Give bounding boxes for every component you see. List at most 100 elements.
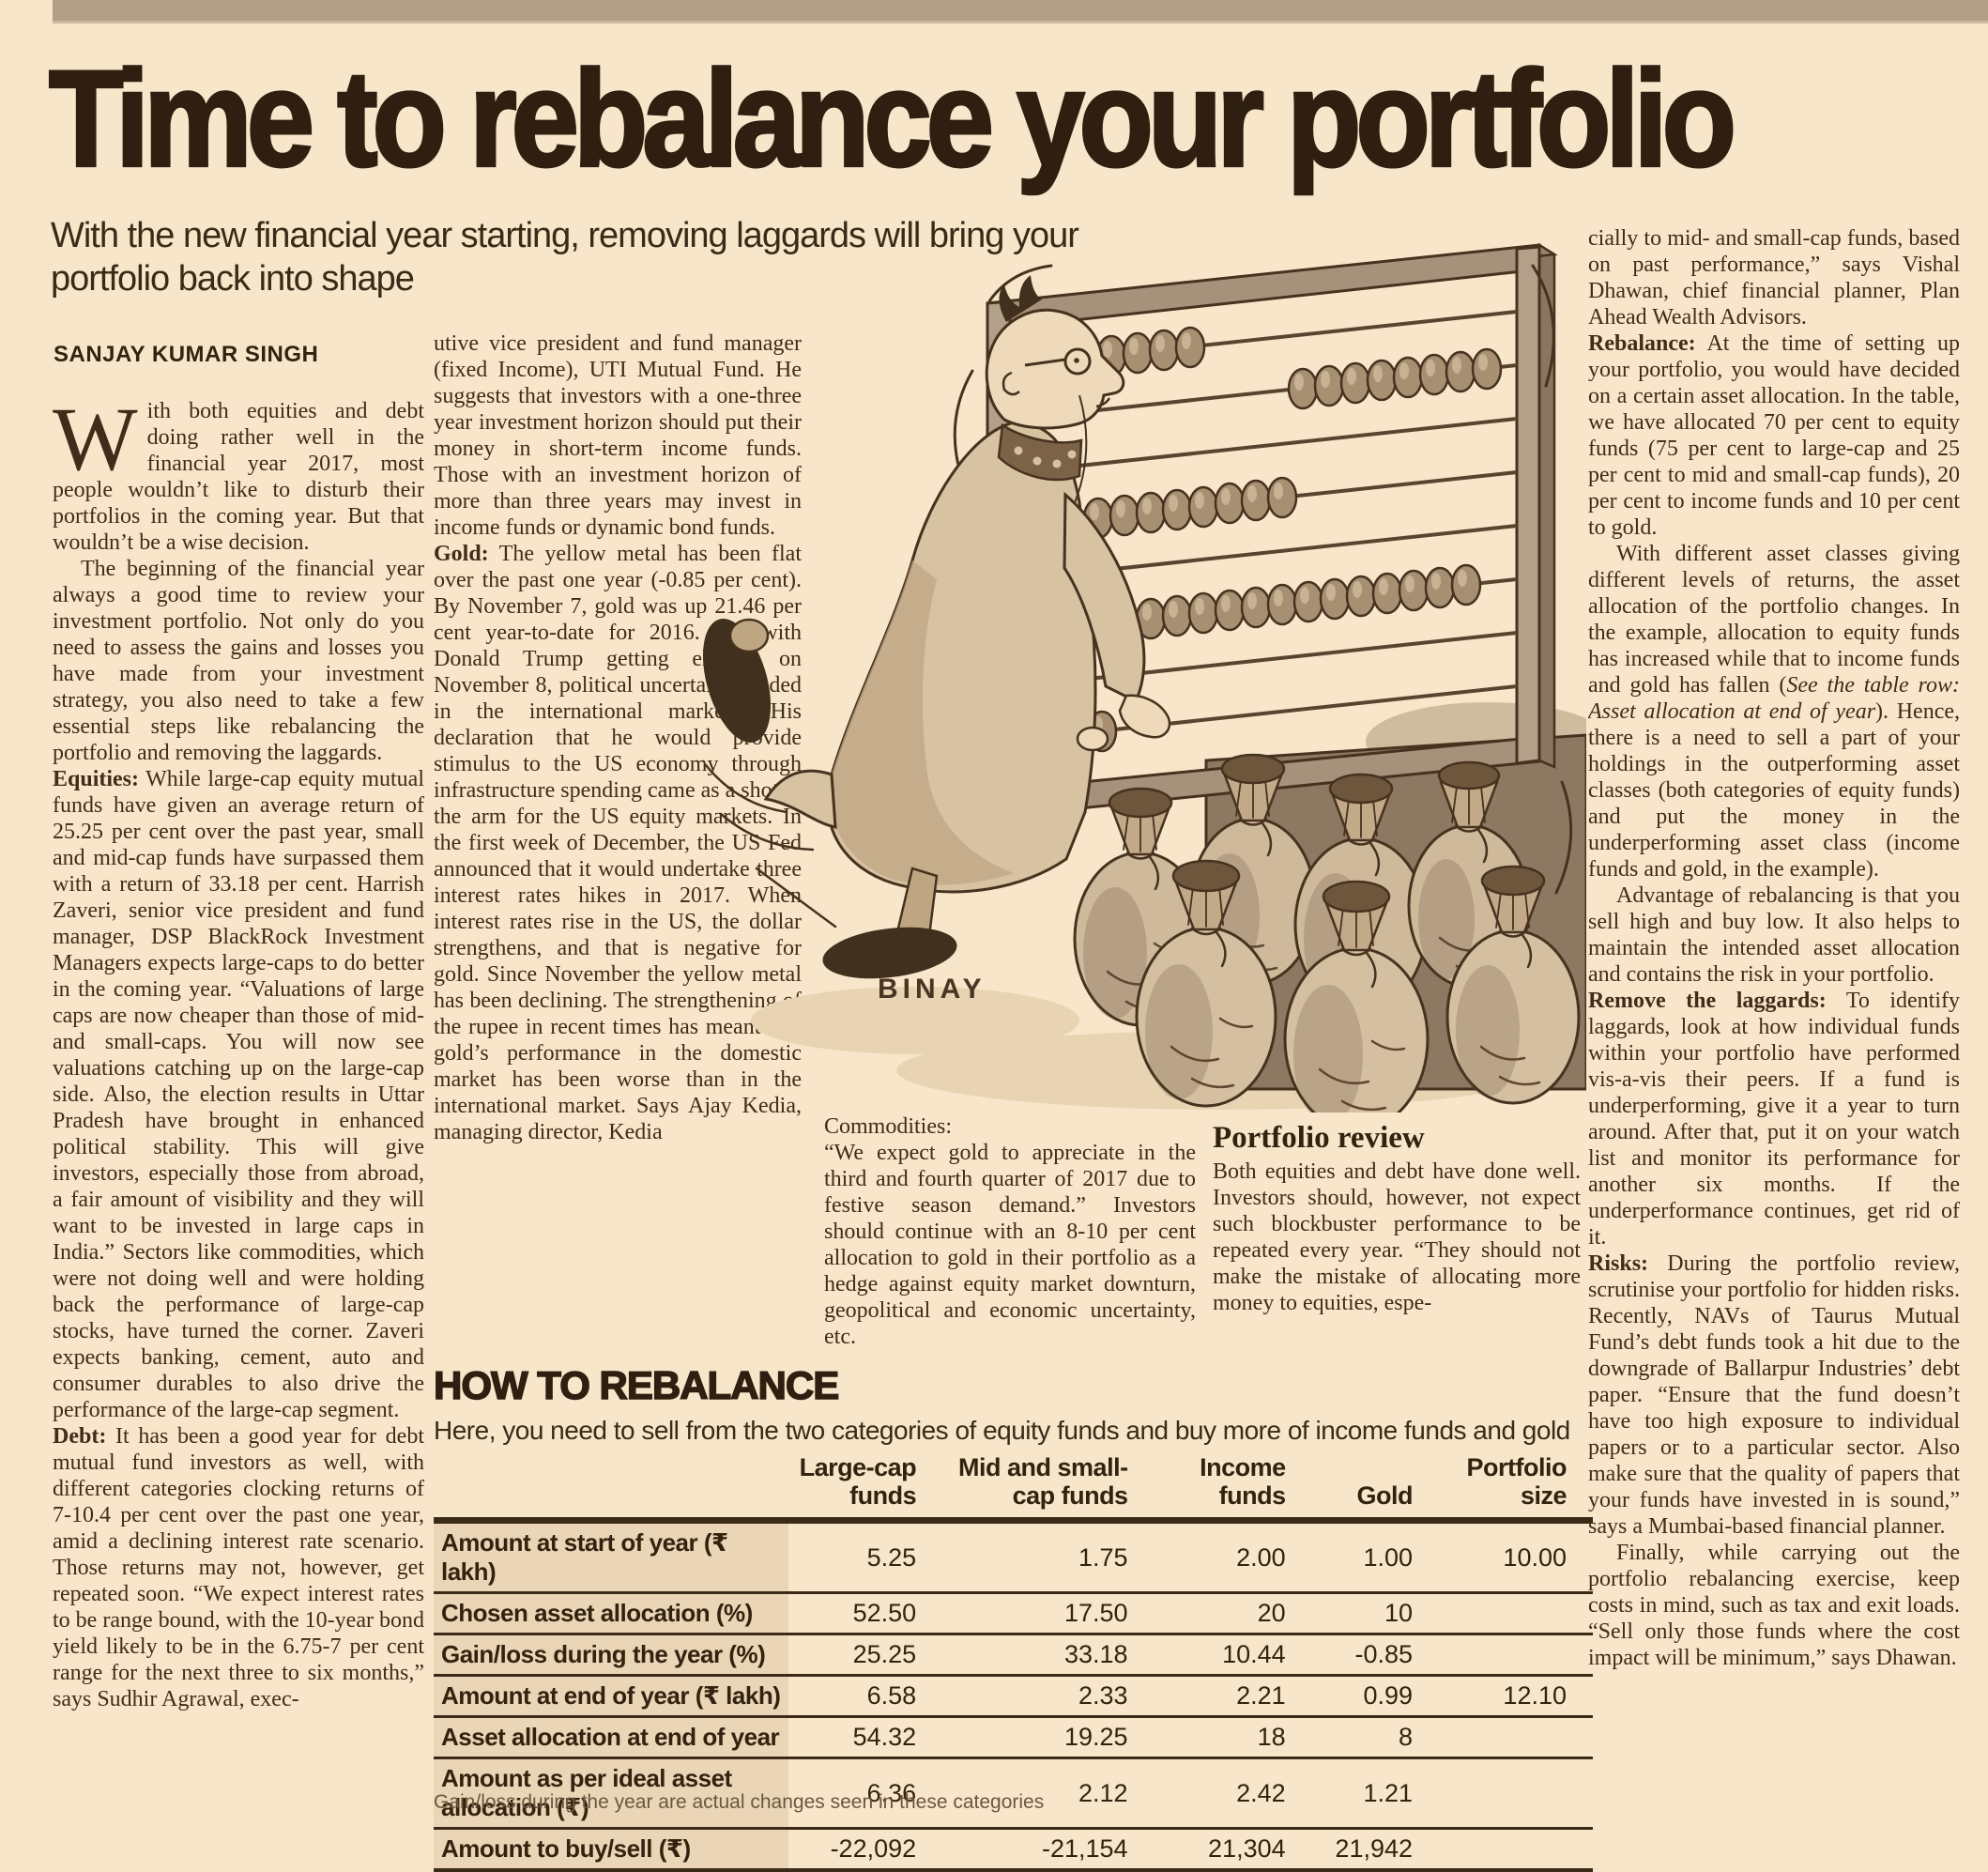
- page-title: Time to rebalance your portfolio: [48, 40, 1738, 197]
- shoe-icon: [822, 927, 957, 979]
- cell-value: 0.99: [1363, 1681, 1414, 1710]
- table-subtitle: Here, you need to sell from the two cate…: [434, 1416, 1570, 1445]
- cell-value: 10.00: [1503, 1542, 1567, 1572]
- ear: [1002, 371, 1020, 396]
- signature-text: BINAY: [878, 974, 986, 1005]
- row-label: Amount to buy/sell (₹): [434, 1828, 788, 1870]
- paragraph-text: ). Hence, there is a need to sell a part…: [1588, 699, 1960, 882]
- paragraph: Finally, while carrying out the portfoli…: [1588, 1540, 1960, 1671]
- paragraph-text: ith both equities and debt doing rather …: [53, 399, 424, 555]
- cell-value: 2.21: [1236, 1681, 1286, 1710]
- paragraph: Commodities:: [824, 1113, 1196, 1140]
- table-row: Amount to buy/sell (₹) -22,092 -21,154 2…: [434, 1828, 1593, 1871]
- lead-in: Commodities:: [824, 1114, 953, 1139]
- paragraph-text: cially to mid- and small-cap funds, base…: [1588, 226, 1960, 330]
- paragraph: Risks: During the portfolio review, scru…: [1588, 1251, 1960, 1540]
- cell-value: 2.33: [1078, 1681, 1128, 1710]
- paragraph: Rebalance: At the time of setting up you…: [1588, 330, 1960, 541]
- paragraph: With different asset classes giving diff…: [1588, 541, 1960, 882]
- artist-signature: BINAY: [878, 974, 986, 1005]
- paragraph: Equities: While large-cap equity mutual …: [53, 766, 424, 1423]
- cell-value: 54.32: [852, 1723, 917, 1751]
- cell-value: 10.44: [1222, 1640, 1286, 1668]
- cell-value: 17.50: [1064, 1599, 1128, 1627]
- row-label: Amount at start of year (₹ lakh): [434, 1520, 788, 1593]
- cell-value: 5.25: [866, 1542, 917, 1572]
- table-row: Chosen asset allocation (%) 52.50 17.50 …: [434, 1592, 1593, 1634]
- column-header: Gold: [1356, 1481, 1414, 1510]
- background-blob: [1366, 702, 1586, 781]
- cell-value: 18: [1257, 1723, 1286, 1751]
- cell-value: 19.25: [1064, 1723, 1128, 1751]
- cell-value: 20: [1257, 1599, 1286, 1627]
- cell-value: 10: [1384, 1599, 1414, 1627]
- article-subtitle: With the new financial year starting, re…: [51, 216, 1079, 299]
- cell-value: 6.58: [866, 1681, 917, 1710]
- article-column-2: utive vice president and fund manager (f…: [434, 330, 802, 1352]
- table-footnote: Gain/loss during the year are actual cha…: [434, 1791, 1045, 1813]
- cell-value: 21,304: [1208, 1834, 1286, 1863]
- paragraph-text: With different asset classes giving diff…: [1588, 542, 1960, 698]
- paragraph: Advantage of rebalancing is that you sel…: [1588, 882, 1960, 988]
- paragraph-text: Advantage of rebalancing is that you sel…: [1588, 883, 1960, 987]
- cell-value: 1.00: [1363, 1542, 1414, 1572]
- abacus-illustration: BINAY: [702, 242, 1586, 1112]
- scarf: [997, 422, 1083, 482]
- paragraph-text: To identify laggards, look at how indivi…: [1588, 989, 1960, 1250]
- row-label: Chosen asset allocation (%): [434, 1592, 788, 1634]
- cell-value: 12.10: [1503, 1681, 1567, 1710]
- lead-in: Remove the laggards:: [1588, 989, 1827, 1013]
- money-bag-icon: [1283, 880, 1430, 1112]
- cell-value: 2.12: [1078, 1778, 1128, 1807]
- lead-in: Rebalance:: [1588, 331, 1696, 356]
- table-row: Amount at start of year (₹ lakh) 5.25 1.…: [434, 1520, 1593, 1593]
- money-bag-icon: [1135, 859, 1277, 1108]
- section-heading: Portfolio review: [1213, 1125, 1425, 1155]
- cell-value: -0.85: [1354, 1640, 1414, 1668]
- paragraph: Both equities and debt have done well. I…: [1213, 1158, 1581, 1316]
- cell-value: 21,942: [1335, 1834, 1414, 1863]
- article-column-5: cially to mid- and small-cap funds, base…: [1588, 225, 1960, 1788]
- money-bag-icon: [1189, 753, 1317, 986]
- glasses-icon: [1063, 347, 1092, 376]
- cell-value: 1.75: [1078, 1542, 1128, 1572]
- italic-reference: See the table row: Asset allocation at e…: [1588, 673, 1960, 724]
- top-rule-bar: [53, 0, 1988, 23]
- cell-value: 25.25: [852, 1640, 917, 1668]
- ground-shadow: [896, 1031, 1544, 1110]
- column-header: Large-cap funds: [799, 1453, 917, 1510]
- newspaper-article: { "page": { "title": "Time to rebalance …: [47, 0, 1988, 1870]
- paragraph: utive vice president and fund manager (f…: [434, 330, 802, 541]
- paragraph: Debt: It has been a good year for debt m…: [53, 1423, 424, 1712]
- money-bag-icon: [1293, 773, 1429, 1013]
- cell-value: 33.18: [1064, 1640, 1128, 1668]
- cell-value: 1.21: [1363, 1778, 1414, 1807]
- cell-value: [1439, 1593, 1593, 1634]
- hand: [1076, 726, 1109, 752]
- table-row: Amount as per ideal asset allocation (₹)…: [434, 1757, 1593, 1829]
- column-header: Portfolio size: [1466, 1453, 1567, 1510]
- cell-value: [1439, 1758, 1593, 1829]
- lead-in: Debt:: [53, 1424, 107, 1449]
- column-header: Mid and small-cap funds: [958, 1453, 1128, 1510]
- cell-value: 8: [1398, 1723, 1414, 1751]
- cord: [1071, 394, 1088, 511]
- table-row: Asset allocation at end of year 54.32 19…: [434, 1716, 1593, 1758]
- paragraph: Gold: The yellow metal has been flat ove…: [434, 541, 802, 1145]
- head: [985, 308, 1125, 430]
- table-row: Gain/loss during the year (%) 25.25 33.1…: [434, 1634, 1593, 1676]
- cell-value: -21,154: [1042, 1834, 1128, 1863]
- row-label: Amount as per ideal asset allocation (₹): [434, 1757, 788, 1829]
- row-label: Amount at end of year (₹ lakh): [434, 1675, 788, 1717]
- money-bag-icon: [1407, 760, 1531, 989]
- paragraph-text: At the time of setting up your portfolio…: [1588, 331, 1960, 540]
- money-bag-icon: [1445, 865, 1581, 1105]
- paragraph-text: “We expect gold to appreciate in the thi…: [824, 1141, 1196, 1349]
- money-bag-icon: [1073, 787, 1208, 1027]
- row-label: Gain/loss during the year (%): [434, 1634, 788, 1676]
- drop-cap: W: [53, 398, 138, 489]
- desk: [1204, 733, 1586, 1091]
- lead-in: Equities:: [53, 767, 140, 791]
- cell-value: [1439, 1829, 1593, 1871]
